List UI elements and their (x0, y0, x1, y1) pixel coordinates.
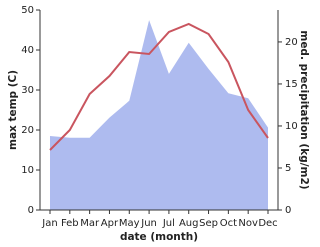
x-tick-label: May (119, 218, 140, 229)
x-tick-label: Jun (140, 218, 157, 229)
y2-tick-label: 5 (285, 163, 291, 174)
x-tick-label: Oct (220, 218, 237, 229)
temperature-line (49, 22, 269, 151)
x-tick-label: Jan (41, 218, 57, 229)
y-tick-label: 50 (21, 5, 34, 16)
x-tick-label: Jul (162, 218, 175, 229)
x-tick-label: Sep (199, 218, 218, 229)
y2-tick-label: 20 (285, 37, 298, 48)
y-tick-label: 10 (21, 165, 34, 176)
x-tick-label: Aug (179, 218, 199, 229)
y-tick-label: 20 (21, 125, 34, 136)
x-tick-label: Nov (238, 218, 258, 229)
x-tick-label: Feb (61, 218, 79, 229)
y2-tick-label: 15 (285, 79, 298, 90)
y2-axis-label: med. precipitation (kg/m2) (298, 30, 310, 189)
y-tick-label: 0 (28, 205, 34, 216)
y-tick-label: 30 (21, 85, 34, 96)
x-axis-label: date (month) (120, 231, 198, 243)
y2-tick-label: 10 (285, 121, 298, 132)
y2-tick-label: 0 (285, 205, 291, 216)
x-tick-label: Mar (80, 218, 100, 229)
y-tick-label: 40 (21, 45, 34, 56)
x-tick-label: Dec (258, 218, 277, 229)
precipitation-area (50, 20, 268, 211)
y-axis-label: max temp (C) (7, 70, 19, 150)
x-tick-label: Apr (101, 218, 119, 229)
